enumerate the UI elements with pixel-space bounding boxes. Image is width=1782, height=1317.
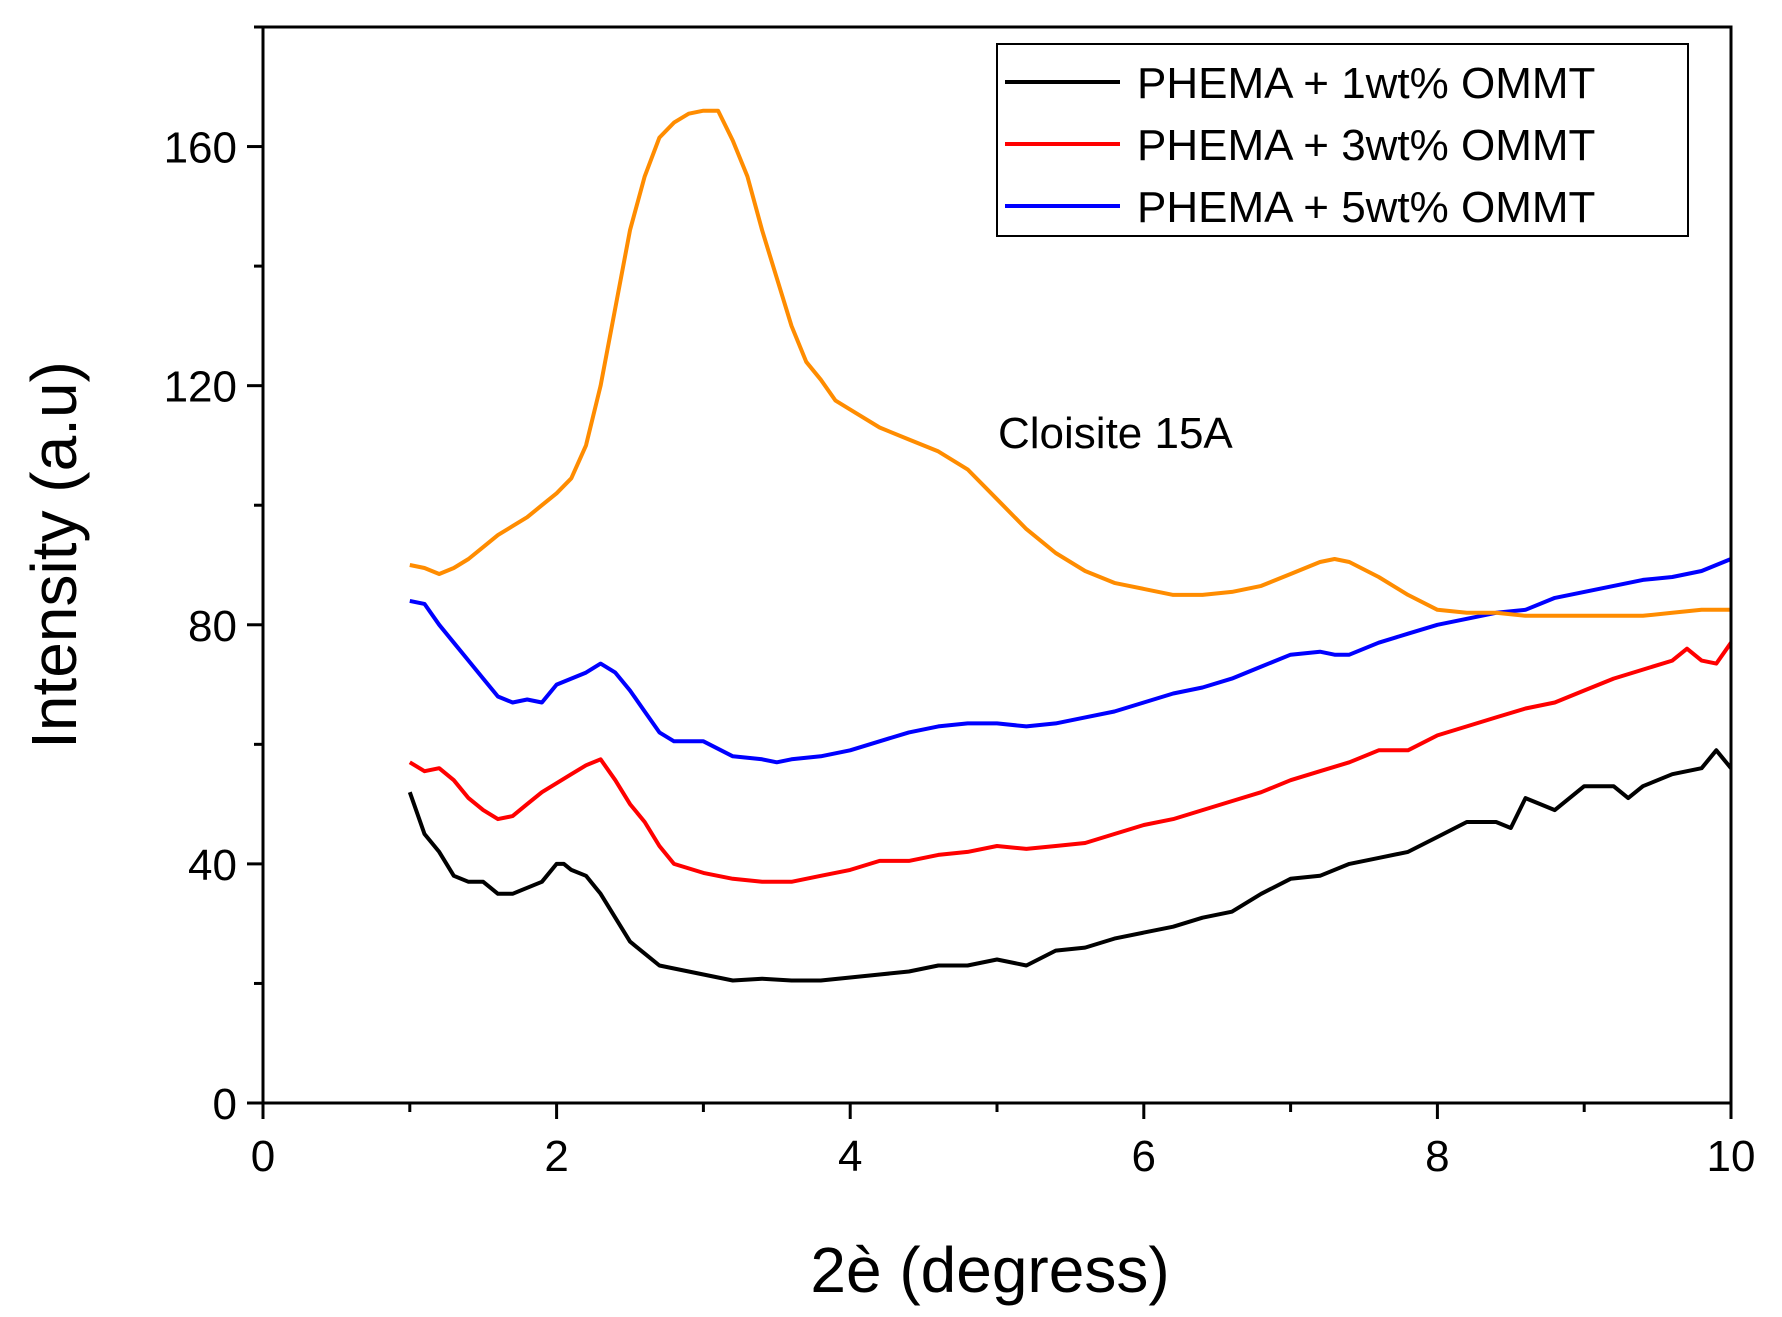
y-tick-label: 40 xyxy=(188,841,237,890)
x-tick-label: 0 xyxy=(251,1132,275,1181)
legend-label: PHEMA + 3wt% OMMT xyxy=(1137,121,1595,170)
y-tick-label: 160 xyxy=(164,124,237,173)
series-line-0 xyxy=(407,748,1733,983)
y-axis-title: Intensity (a.u) xyxy=(18,361,90,749)
x-axis-title: 2è (degress) xyxy=(810,1234,1169,1306)
y-tick-label: 80 xyxy=(188,602,237,651)
legend-label: PHEMA + 1wt% OMMT xyxy=(1137,59,1595,108)
series-line-3 xyxy=(409,108,1731,618)
series-layer xyxy=(407,108,1733,983)
legend: PHEMA + 1wt% OMMT PHEMA + 3wt% OMMT PHEMA … xyxy=(996,43,1689,237)
x-tick-label: 2 xyxy=(544,1132,568,1181)
x-tick-label: 10 xyxy=(1707,1132,1756,1181)
series-line-2 xyxy=(409,557,1732,765)
legend-label: PHEMA + 5wt% OMMT xyxy=(1137,183,1595,232)
y-tick-label: 120 xyxy=(164,363,237,412)
series-line-1 xyxy=(408,641,1733,884)
x-tick-label: 4 xyxy=(838,1132,862,1181)
y-tick-label: 0 xyxy=(213,1080,237,1129)
x-tick-label: 8 xyxy=(1425,1132,1449,1181)
x-tick-label: 6 xyxy=(1132,1132,1156,1181)
ticks-layer: 0 2 4 6 8 10 0 40 80 120 160 xyxy=(164,25,1756,1181)
annotation-cloisite-15a: Cloisite 15A xyxy=(998,409,1233,458)
